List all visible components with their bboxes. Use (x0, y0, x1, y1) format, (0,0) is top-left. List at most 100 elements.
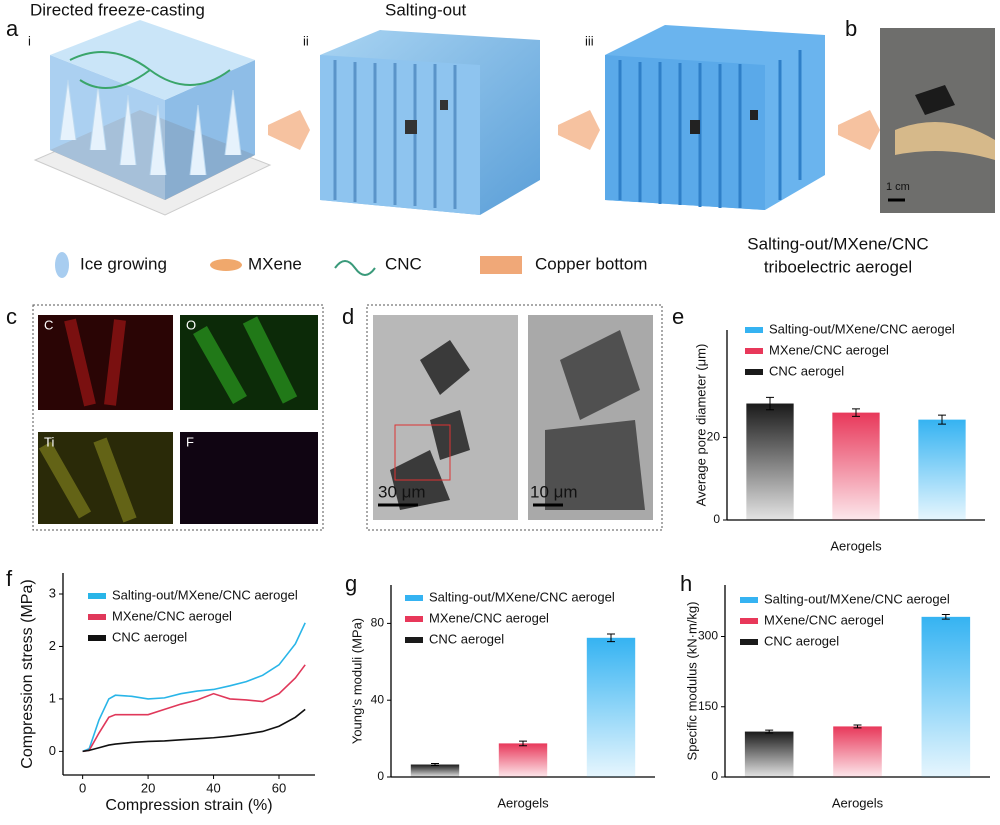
legend-swatch (745, 348, 763, 354)
bar (833, 726, 882, 777)
panel-label: c (6, 304, 17, 329)
legend-label: Salting-out/MXene/CNC aerogel (769, 321, 955, 336)
bar (498, 743, 548, 777)
error-bar (766, 396, 774, 411)
legend-swatch (740, 597, 758, 603)
legend-label: MXene/CNC aerogel (429, 610, 549, 625)
y-axis-label: Specific modulus (kN·m/kg) (684, 602, 699, 761)
bar (921, 616, 971, 777)
legend-label: Salting-out/MXene/CNC aerogel (764, 591, 950, 606)
legend-swatch (88, 593, 106, 599)
step-num: ii (303, 33, 309, 48)
error-bar (607, 633, 615, 643)
y-tick-label: 80 (371, 616, 385, 630)
bar (832, 412, 880, 520)
panel-label: e (672, 304, 684, 329)
x-tick-label: 20 (141, 780, 155, 795)
element-label: Ti (44, 434, 54, 449)
arrow (558, 110, 600, 150)
sample (915, 85, 955, 115)
error-bar (765, 729, 774, 734)
bar (410, 764, 460, 777)
legend-swatch (405, 595, 423, 601)
panel-label: b (845, 16, 857, 41)
photo (880, 28, 995, 213)
legend-label: MXene/CNC aerogel (764, 612, 884, 627)
x-tick-label: 60 (272, 780, 286, 795)
legend-swatch (405, 637, 423, 643)
caption: triboelectric aerogel (764, 257, 912, 276)
panel-label: d (342, 304, 354, 329)
aerogel-cube (605, 25, 825, 210)
legend-label: Salting-out/MXene/CNC aerogel (429, 589, 615, 604)
legend-label: Copper bottom (535, 254, 647, 273)
legend-swatch (740, 618, 758, 624)
legend-label: Ice growing (80, 254, 167, 273)
error-bar (941, 614, 950, 620)
y-axis-label: Young's moduli (MPa) (349, 618, 364, 744)
error-bar (852, 408, 860, 417)
legend-swatch (88, 614, 106, 620)
x-axis-label: Aerogels (497, 795, 549, 810)
panel-label: h (680, 571, 692, 596)
legend-label: CNC aerogel (764, 633, 839, 648)
scale-text: 30 μm (378, 482, 426, 501)
y-tick-label: 1 (49, 690, 56, 705)
caption: Salting-out/MXene/CNC (747, 234, 928, 253)
y-tick-label: 40 (371, 692, 385, 706)
frame (32, 304, 324, 531)
eds-map (180, 432, 318, 524)
legend-swatch (745, 369, 763, 375)
legend-swatch (88, 635, 106, 641)
y-axis-label: Average pore diameter (μm) (693, 344, 708, 507)
x-tick-label: 40 (206, 780, 220, 795)
legend-label: MXene (248, 254, 302, 273)
legend: Ice growing MXene CNC Copper bottom (55, 252, 647, 278)
panel-label: g (345, 571, 357, 596)
step-num: i (28, 33, 31, 48)
legend-label: Salting-out/MXene/CNC aerogel (112, 587, 298, 602)
legend-label: MXene/CNC aerogel (112, 608, 232, 623)
x-axis-label: Aerogels (830, 538, 882, 553)
legend-label: CNC (385, 254, 422, 273)
scale-text: 1 cm (886, 181, 910, 193)
line (82, 708, 306, 753)
y-tick-label: 2 (49, 638, 56, 653)
error-bar (431, 763, 439, 766)
y-tick-label: 0 (713, 512, 720, 526)
panel-label: a (6, 16, 19, 41)
panel-label: f (6, 566, 13, 591)
y-tick-label: 0 (377, 769, 384, 783)
x-tick-label: 0 (79, 780, 86, 795)
element-label: C (44, 317, 53, 332)
y-tick-label: 0 (711, 769, 718, 783)
y-tick-label: 150 (698, 699, 718, 713)
x-axis-label: Compression strain (%) (105, 797, 272, 814)
element-label: O (186, 317, 196, 332)
arrow (268, 110, 310, 150)
error-bar (938, 414, 946, 425)
legend-label: CNC aerogel (429, 631, 504, 646)
element-label: F (186, 434, 194, 449)
bar (746, 403, 794, 520)
legend-label: CNC aerogel (112, 629, 187, 644)
legend-label: CNC aerogel (769, 363, 844, 378)
y-tick-label: 0 (49, 743, 56, 758)
y-axis-label: Compression stress (MPa) (19, 579, 36, 768)
legend-swatch (740, 639, 758, 645)
error-bar (853, 724, 862, 729)
legend-swatch (405, 616, 423, 622)
y-tick-label: 20 (707, 430, 721, 444)
x-axis-label: Aerogels (832, 795, 884, 810)
bar (918, 419, 966, 520)
y-tick-label: 300 (698, 629, 718, 643)
line (82, 622, 306, 753)
step-title: Salting-out (385, 0, 467, 19)
bristle (895, 122, 995, 160)
zoom-box (394, 424, 451, 481)
bar (744, 731, 794, 777)
bar (586, 637, 636, 777)
legend-swatch (745, 327, 763, 333)
step-title: Directed freeze-casting (30, 0, 205, 19)
